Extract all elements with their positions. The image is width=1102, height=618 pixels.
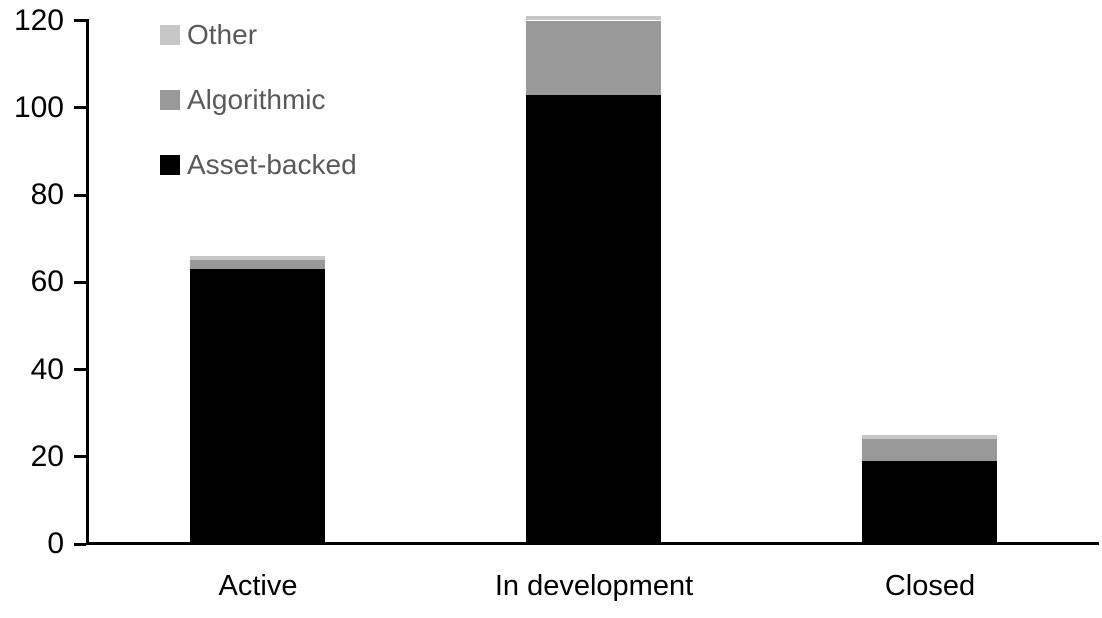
bar-segment-algorithmic [526, 20, 661, 95]
legend-item-asset-backed: Asset-backed [160, 151, 357, 179]
y-tick-mark [74, 281, 86, 284]
bar-segment-algorithmic [862, 439, 997, 462]
legend-label: Algorithmic [187, 84, 326, 115]
bar-segment-asset-backed [190, 269, 325, 544]
y-axis-line [86, 19, 89, 545]
bar-segment-other [862, 434, 997, 440]
x-category-label: Closed [884, 570, 976, 602]
bar-segment-other [190, 256, 325, 261]
legend-item-algorithmic: Algorithmic [160, 86, 325, 114]
legend-swatch-icon [160, 25, 180, 45]
y-tick-label: 60 [30, 265, 64, 298]
x-category-label: In development [494, 570, 694, 602]
legend-item-other: Other [160, 21, 257, 49]
y-tick-mark [74, 106, 86, 109]
bar-segment-other [526, 16, 661, 21]
bar-segment-asset-backed [862, 461, 997, 544]
y-tick-label: 80 [30, 178, 64, 211]
y-tick-mark [74, 455, 86, 458]
y-tick-mark [74, 194, 86, 197]
y-tick-mark [74, 19, 86, 22]
legend-label: Other [187, 19, 258, 50]
y-tick-label: 120 [13, 4, 64, 37]
legend-swatch-icon [160, 155, 180, 175]
bar-segment-algorithmic [190, 260, 325, 270]
legend-label: Asset-backed [187, 149, 357, 180]
y-tick-label: 0 [47, 527, 64, 560]
x-category-label: Active [218, 570, 298, 602]
legend-swatch-icon [160, 90, 180, 110]
y-tick-label: 40 [30, 353, 64, 386]
bar-segment-asset-backed [526, 94, 661, 544]
y-tick-mark [74, 368, 86, 371]
y-tick-label: 20 [30, 440, 64, 473]
y-tick-label: 100 [13, 91, 64, 124]
y-tick-mark [74, 543, 86, 546]
